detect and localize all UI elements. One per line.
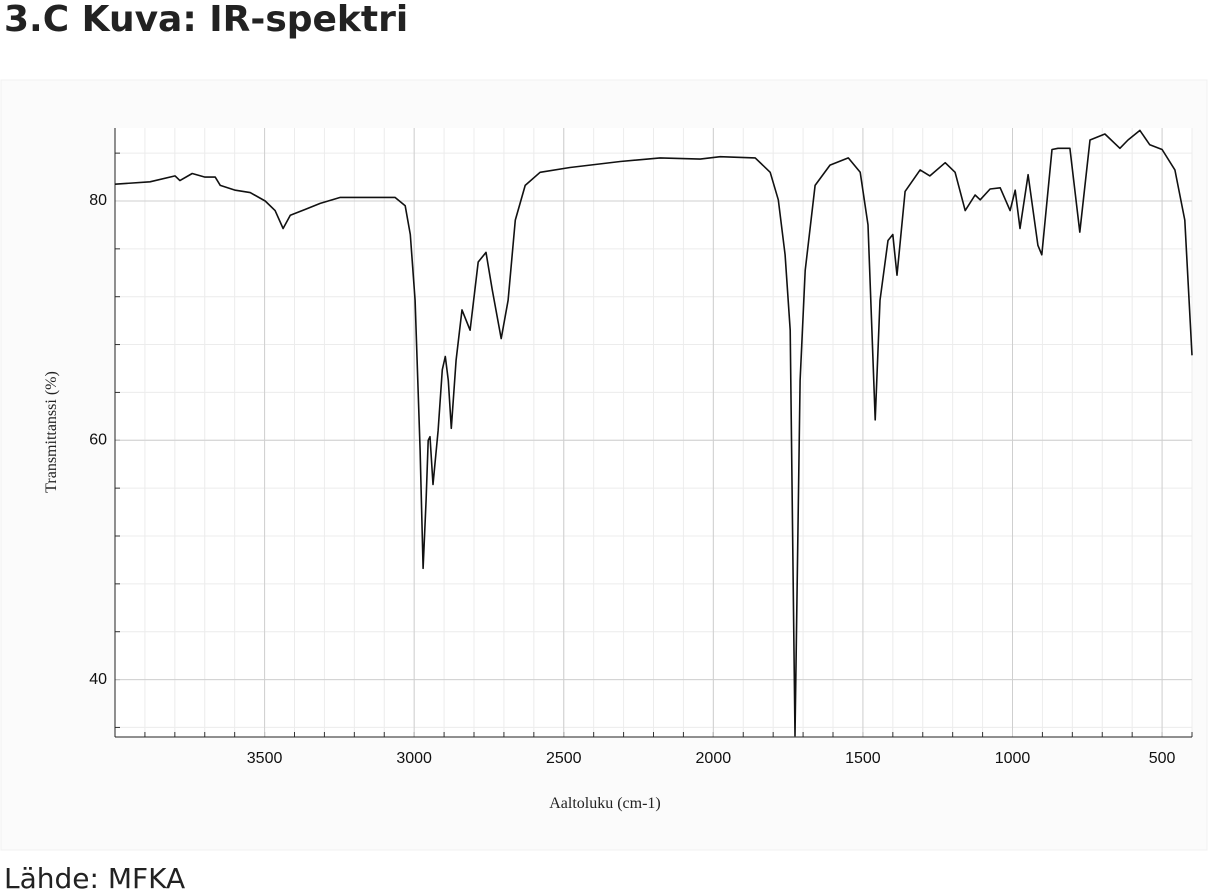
x-tick-label: 1500: [845, 750, 881, 767]
x-tick-label: 2500: [546, 750, 582, 767]
y-tick-label: 40: [89, 671, 107, 688]
x-tick-label: 3000: [396, 750, 432, 767]
x-tick-label: 3500: [247, 750, 283, 767]
y-tick-label: 60: [89, 431, 107, 448]
y-axis-label: Transmittanssi (%): [43, 371, 60, 493]
source: Lähde: MFKA: [4, 862, 185, 895]
y-tick-label: 80: [89, 192, 107, 209]
spectrum-line: [114, 129, 1193, 737]
x-tick-label: 1000: [995, 750, 1031, 767]
x-tick-label: 500: [1149, 750, 1176, 767]
heading: 3.C Kuva: IR-spektri: [4, 0, 408, 40]
x-axis-label: Aaltoluku (cm-1): [549, 795, 661, 812]
x-tick-label: 2000: [696, 750, 732, 767]
